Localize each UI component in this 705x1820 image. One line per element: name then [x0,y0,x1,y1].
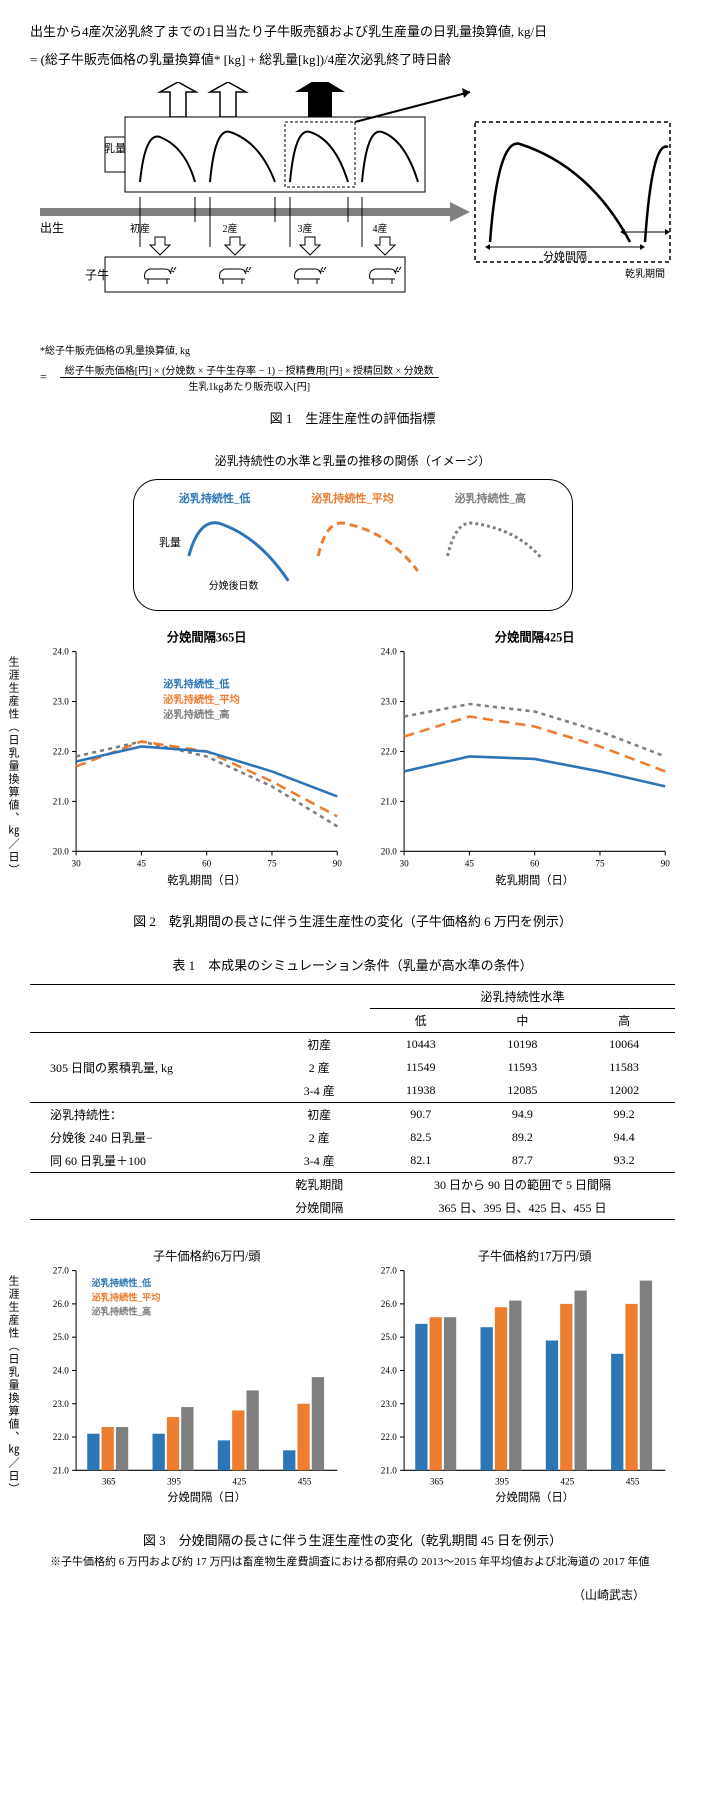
svg-text:75: 75 [267,858,277,868]
svg-text:21.0: 21.0 [380,796,397,806]
fig2-charts: 生涯生産性（日乳量換算値、㎏／日） 分娩間隔365日20.021.022.023… [30,626,675,896]
svg-text:365: 365 [429,1477,443,1487]
svg-text:30: 30 [399,858,409,868]
lactation-legend-box: 泌乳持続性_低 泌乳持続性_平均 泌乳持続性_高 乳量 分娩後日数 [133,479,573,611]
footnote-title: *総子牛販売価格の乳量換算値, kg [40,342,675,357]
svg-text:25.0: 25.0 [53,1332,70,1342]
author: （山崎武志） [30,1586,645,1603]
svg-text:分娩間隔: 分娩間隔 [543,249,587,263]
fig3-charts: 生涯生産性（日乳量換算値、㎏／日） 子牛価格約6万円/頭21.022.023.0… [30,1245,675,1515]
svg-text:分娩間隔（日）: 分娩間隔（日） [167,1490,246,1504]
svg-text:2産: 2産 [223,222,238,235]
legend-high: 泌乳持続性_高 [455,490,527,506]
svg-text:分娩間隔425日: 分娩間隔425日 [494,629,574,644]
formula-line2: = (総子牛販売価格の乳量換算値* [kg] + 総乳量[kg])/4産次泌乳終… [30,48,675,71]
fig2-chart-left: 分娩間隔365日 20.0 21.0 22.0 23.0 24.0 30 45 60 75 90 乾乳… [30,626,348,892]
fig2-caption: 図 2 乾乳期間の長さに伴う生涯生産性の変化（子牛価格約 6 万円を例示） [30,911,675,930]
svg-text:90: 90 [333,858,343,868]
svg-text:乾乳期間: 乾乳期間 [625,267,665,280]
svg-text:3産: 3産 [298,222,313,235]
svg-text:425: 425 [232,1477,246,1487]
milk-yield-label: 乳量 [104,142,126,155]
svg-text:泌乳持続性_高: 泌乳持続性_高 [91,1306,151,1317]
svg-text:22.0: 22.0 [380,746,397,756]
svg-text:23.0: 23.0 [53,1399,70,1409]
fig2-chart-right: 分娩間隔425日 20.0 21.0 22.0 23.0 24.0 30 45 60 75 90 乾乳… [358,626,676,892]
svg-text:455: 455 [625,1477,639,1487]
svg-text:22.0: 22.0 [380,1432,397,1442]
svg-text:90: 90 [660,858,670,868]
svg-text:22.0: 22.0 [53,746,70,756]
svg-text:26.0: 26.0 [380,1299,397,1309]
svg-text:子牛価格約6万円/頭: 子牛価格約6万円/頭 [153,1248,261,1263]
svg-text:60: 60 [530,858,540,868]
conversion-formula: = 総子牛販売価格[円] × (分娩数 × 子牛生存率 − 1) − 授精費用[… [40,362,675,393]
svg-text:395: 395 [167,1477,181,1487]
table1: 泌乳持続性水準 低中高 305 日間の累積乳量, kg初産10443101981… [30,984,675,1220]
table1-caption: 表 1 本成果のシミュレーション条件（乳量が高水準の条件） [30,955,675,974]
svg-text:75: 75 [595,858,605,868]
svg-text:23.0: 23.0 [53,696,70,706]
svg-text:初産: 初産 [130,222,150,235]
svg-text:子牛価格約17万円/頭: 子牛価格約17万円/頭 [477,1248,591,1263]
svg-text:24.0: 24.0 [53,1366,70,1376]
formula-line1: 出生から4産次泌乳終了までの1日当たり子牛販売額および乳生産量の日乳量換算値, … [30,20,675,43]
svg-text:23.0: 23.0 [380,696,397,706]
svg-text:24.0: 24.0 [53,646,70,656]
svg-text:4産: 4産 [373,222,388,235]
svg-text:21.0: 21.0 [380,1465,397,1475]
svg-text:30: 30 [71,858,81,868]
svg-text:分娩後日数: 分娩後日数 [208,579,258,592]
svg-text:27.0: 27.0 [53,1266,70,1276]
svg-text:20.0: 20.0 [53,846,70,856]
fig3-caption: 図 3 分娩間隔の長さに伴う生涯生産性の変化（乾乳期間 45 日を例示） [30,1530,675,1549]
diagram-lifetime: 乳量 出生 初産 2産 3産 4産 子牛 分娩間隔 乾乳期間 [30,82,675,332]
svg-text:45: 45 [464,858,474,868]
svg-text:泌乳持続性_平均: 泌乳持続性_平均 [91,1291,160,1302]
svg-text:分娩間隔（日）: 分娩間隔（日） [495,1490,574,1504]
svg-text:25.0: 25.0 [380,1332,397,1342]
svg-text:27.0: 27.0 [380,1266,397,1276]
svg-text:21.0: 21.0 [53,1465,70,1475]
diagram1-svg: 乳量 出生 初産 2産 3産 4産 子牛 分娩間隔 乾乳期間 [30,82,675,332]
svg-text:泌乳持続性_低: 泌乳持続性_低 [91,1277,152,1288]
svg-text:425: 425 [560,1477,574,1487]
svg-text:乾乳期間（日）: 乾乳期間（日） [167,874,246,887]
svg-text:21.0: 21.0 [53,796,70,806]
fig2-ylabel: 生涯生産性（日乳量換算値、㎏／日） [5,656,21,877]
svg-text:乾乳期間（日）: 乾乳期間（日） [495,874,574,887]
fig2-header: 泌乳持続性の水準と乳量の推移の関係（イメージ） [30,452,675,469]
svg-text:泌乳持続性_平均: 泌乳持続性_平均 [163,693,240,706]
svg-text:365: 365 [102,1477,116,1487]
svg-text:23.0: 23.0 [380,1399,397,1409]
birth-label: 出生 [40,221,64,235]
svg-text:45: 45 [137,858,147,868]
fig3-chart-left: 子牛価格約6万円/頭 21.0 22.0 23.0 24.0 25.0 26.0 27.0 36… [30,1245,348,1511]
svg-text:分娩間隔365日: 分娩間隔365日 [167,629,247,644]
svg-text:395: 395 [495,1477,509,1487]
legend-low: 泌乳持続性_低 [179,490,251,506]
svg-text:泌乳持続性_低: 泌乳持続性_低 [163,677,230,690]
svg-text:455: 455 [298,1477,312,1487]
svg-text:24.0: 24.0 [380,646,397,656]
svg-text:26.0: 26.0 [53,1299,70,1309]
svg-text:乳量: 乳量 [158,536,180,549]
legend-avg: 泌乳持続性_平均 [311,490,394,506]
svg-text:泌乳持続性_高: 泌乳持続性_高 [163,708,230,721]
svg-text:60: 60 [202,858,212,868]
fig3-chart-right: 子牛価格約17万円/頭 21.0 22.0 23.0 24.0 25.0 26.0 27.0 3… [358,1245,676,1511]
fig3-ylabel: 生涯生産性（日乳量換算値、㎏／日） [5,1275,21,1496]
svg-text:22.0: 22.0 [53,1432,70,1442]
fig3-footnote: ※子牛価格約 6 万円および約 17 万円は畜産物生産費調査における都府県の 2… [50,1554,655,1571]
calf-label: 子牛 [85,267,109,282]
svg-text:24.0: 24.0 [380,1366,397,1376]
fig1-caption: 図 1 生涯生産性の評価指標 [30,408,675,427]
svg-text:20.0: 20.0 [380,846,397,856]
